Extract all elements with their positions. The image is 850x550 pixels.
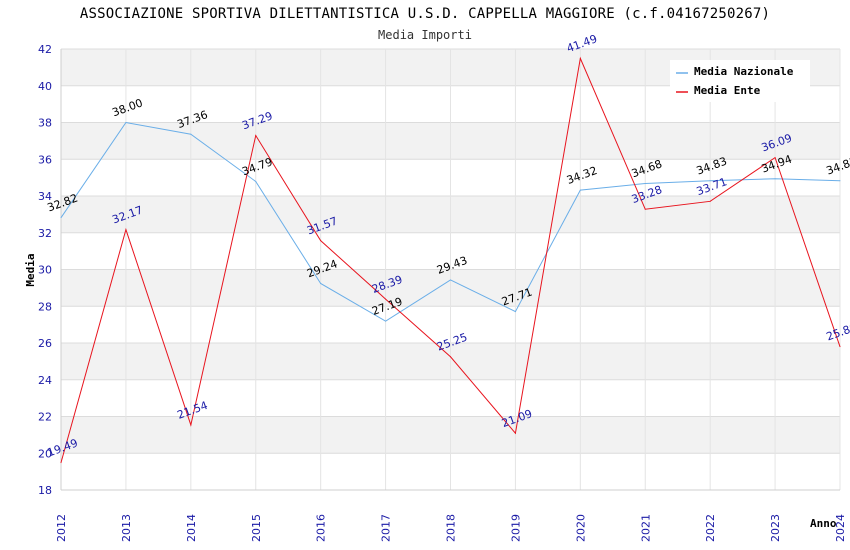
data-point-media-nazionale [320, 282, 322, 284]
data-point-media-ente [579, 57, 581, 59]
y-tick-label: 26 [38, 337, 52, 350]
data-point-media-nazionale [514, 311, 516, 313]
data-point-media-nazionale [839, 180, 841, 182]
x-tick-label: 2021 [639, 514, 652, 542]
x-tick-label: 2017 [380, 514, 393, 542]
data-point-media-ente [839, 346, 841, 348]
x-tick-label: 2016 [315, 514, 328, 542]
y-tick-label: 34 [38, 190, 52, 203]
y-axis-ticks: 18 20 22 24 26 28 30 32 34 36 38 40 42 [38, 43, 52, 497]
chart-title: ASSOCIAZIONE SPORTIVA DILETTANTISTICA U.… [79, 6, 771, 22]
x-axis-ticks: 2012 2013 2014 2015 2016 2017 2018 2019 2020 2021… [55, 514, 847, 542]
data-point-media-nazionale [579, 189, 581, 191]
data-point-media-ente [190, 424, 192, 426]
legend-label-media-nazionale: Media Nazionale [694, 65, 794, 78]
y-tick-label: 32 [38, 227, 52, 240]
data-point-media-nazionale [60, 217, 62, 219]
series-lines [60, 56, 841, 464]
data-point-media-nazionale [125, 122, 127, 123]
x-tick-label: 2013 [120, 514, 133, 542]
data-point-media-nazionale [450, 279, 451, 281]
data-point-media-ente [385, 298, 387, 300]
x-tick-label: 2018 [445, 514, 458, 542]
data-point-media-ente [320, 240, 322, 242]
data-point-media-ente [60, 462, 62, 464]
data-point-media-nazionale [709, 180, 711, 182]
data-point-media-nazionale [255, 180, 257, 182]
x-axis-label: Anno [810, 517, 837, 530]
chart-subtitle: Media Importi [378, 28, 472, 42]
data-point-media-nazionale [190, 133, 192, 135]
data-point-media-nazionale [644, 183, 646, 185]
data-point-media-ente [709, 200, 711, 202]
legend-label-media-ente: Media Ente [694, 84, 761, 97]
y-tick-label: 22 [38, 411, 52, 424]
x-tick-label: 2015 [250, 514, 263, 542]
x-tick-label: 2012 [55, 514, 68, 542]
y-tick-label: 38 [38, 117, 52, 130]
y-tick-label: 20 [38, 447, 52, 460]
y-tick-label: 18 [38, 484, 52, 497]
y-tick-label: 40 [38, 80, 52, 93]
y-tick-label: 42 [38, 43, 52, 56]
gridlines [60, 48, 841, 491]
y-tick-label: 36 [38, 153, 52, 166]
x-tick-label: 2023 [769, 514, 782, 542]
y-tick-label: 24 [38, 374, 52, 387]
data-point-media-ente [255, 135, 257, 137]
data-point-media-ente [125, 229, 127, 231]
y-tick-label: 28 [38, 300, 52, 313]
y-tick-label: 30 [38, 264, 52, 277]
x-tick-label: 2024 [834, 514, 847, 542]
data-point-media-nazionale [385, 320, 387, 322]
data-point-media-ente [514, 432, 516, 434]
data-point-media-ente [774, 157, 776, 159]
data-point-media-nazionale [774, 178, 776, 180]
legend-box [670, 60, 810, 102]
data-point-media-ente [644, 208, 646, 210]
x-tick-label: 2014 [185, 514, 198, 542]
data-point-media-ente [450, 356, 451, 358]
legend: Media Nazionale Media Ente [670, 60, 810, 102]
x-tick-label: 2022 [704, 514, 717, 542]
x-tick-label: 2019 [509, 514, 522, 542]
x-tick-label: 2020 [574, 514, 587, 542]
y-axis-label: Media [24, 253, 37, 286]
